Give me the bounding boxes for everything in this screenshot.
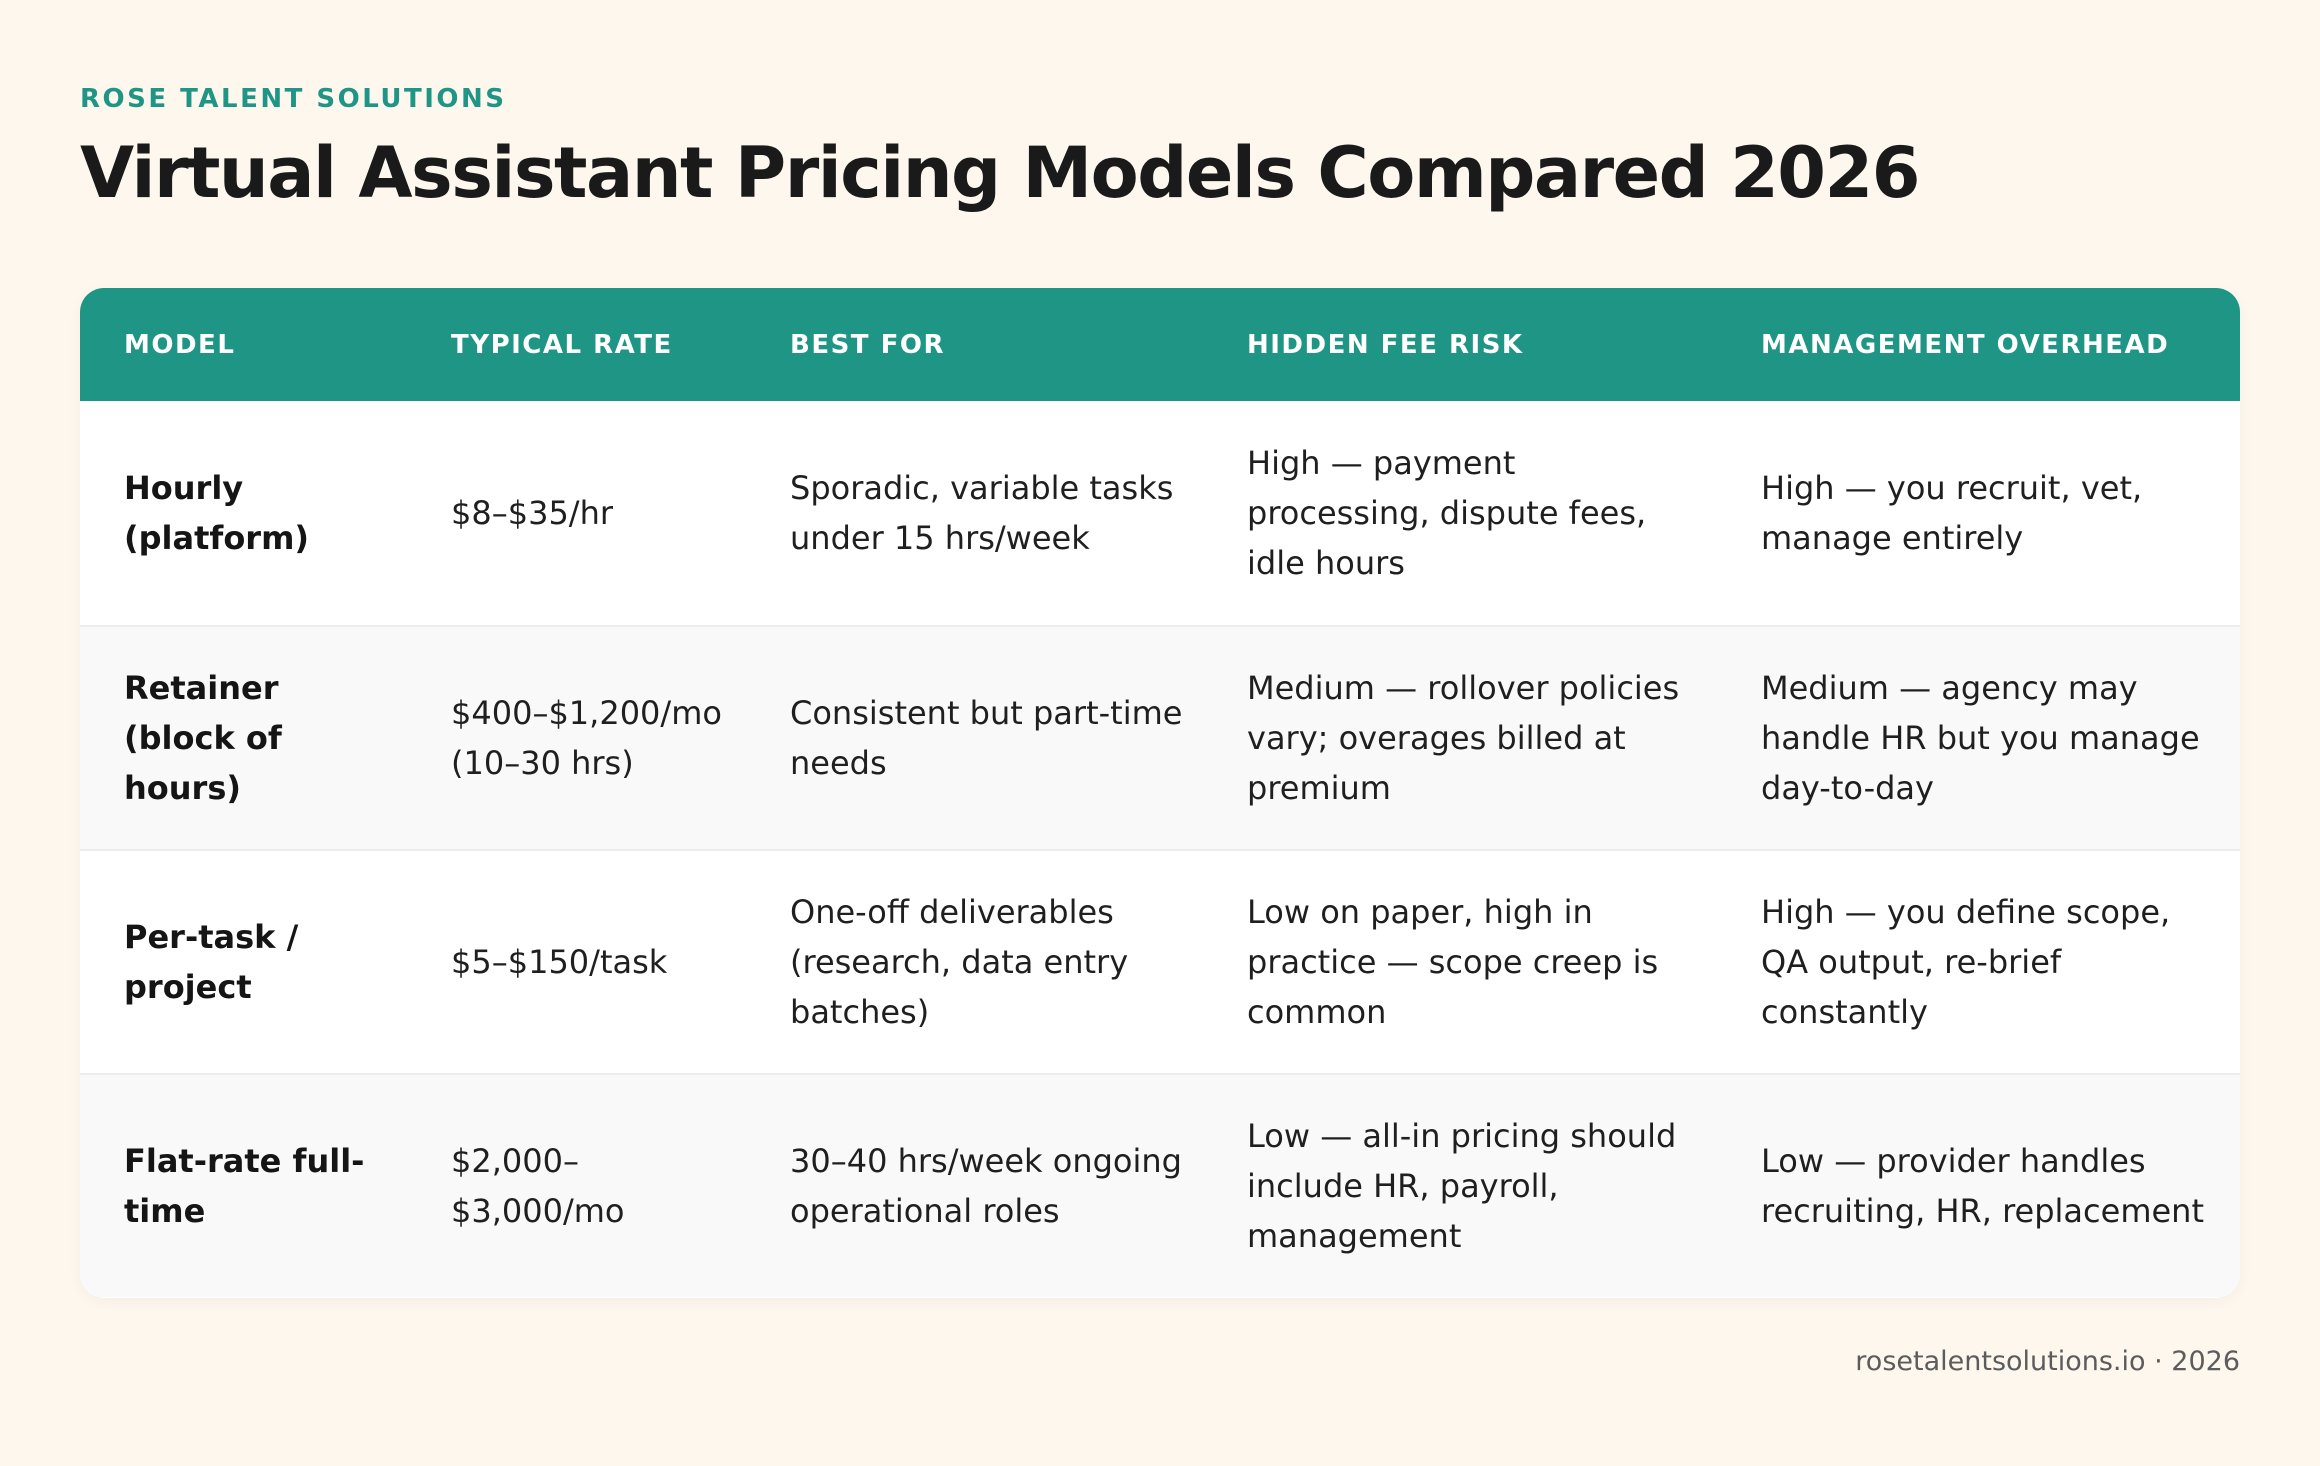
cell-hidden-fee-risk: Low — all-in pricing should include HR, … [1247,1117,1677,1255]
page-title: Virtual Assistant Pricing Models Compare… [80,132,1920,214]
cell-best-for: Consistent but part-time needs [790,694,1183,782]
table-row: Per-task / project $5–$150/task One-off … [80,849,2240,1073]
header-typical-rate: TYPICAL RATE [451,329,673,360]
cell-management-overhead: High — you recruit, vet, manage entirely [1761,469,2143,557]
header-model: MODEL [124,329,236,360]
brand-label: ROSE TALENT SOLUTIONS [80,84,507,114]
pricing-table: MODEL TYPICAL RATE BEST FOR HIDDEN FEE R… [80,288,2240,1298]
cell-best-for: One-off deliverables (research, data ent… [790,893,1129,1031]
header-management-overhead: MANAGEMENT OVERHEAD [1761,329,2170,360]
cell-model: Per-task / project [124,918,299,1006]
footer-credit: rosetalentsolutions.io · 2026 [1855,1346,2240,1377]
cell-model: Retainer (block of hours) [124,669,282,807]
table-row: Flat-rate full-time $2,000–$3,000/mo 30–… [80,1073,2240,1297]
cell-hidden-fee-risk: High — payment processing, dispute fees,… [1247,444,1647,582]
cell-hidden-fee-risk: Medium — rollover policies vary; overage… [1247,669,1680,807]
cell-rate: $5–$150/task [451,943,668,981]
cell-rate: $8–$35/hr [451,494,614,532]
cell-hidden-fee-risk: Low on paper, high in practice — scope c… [1247,893,1659,1031]
cell-model: Flat-rate full-time [124,1142,365,1230]
header-hidden-fee-risk: HIDDEN FEE RISK [1247,329,1524,360]
cell-model: Hourly (platform) [124,469,310,557]
table-row: Hourly (platform) $8–$35/hr Sporadic, va… [80,401,2240,625]
cell-best-for: Sporadic, variable tasks under 15 hrs/we… [790,469,1174,557]
cell-management-overhead: Medium — agency may handle HR but you ma… [1761,669,2200,807]
table-header: MODEL TYPICAL RATE BEST FOR HIDDEN FEE R… [80,288,2240,401]
table-row: Retainer (block of hours) $400–$1,200/mo… [80,625,2240,849]
cell-rate: $400–$1,200/mo (10–30 hrs) [451,694,722,782]
header-best-for: BEST FOR [790,329,945,360]
cell-management-overhead: Low — provider handles recruiting, HR, r… [1761,1142,2204,1230]
cell-best-for: 30–40 hrs/week ongoing operational roles [790,1142,1182,1230]
cell-rate: $2,000–$3,000/mo [451,1142,625,1230]
cell-management-overhead: High — you define scope, QA output, re-b… [1761,893,2171,1031]
